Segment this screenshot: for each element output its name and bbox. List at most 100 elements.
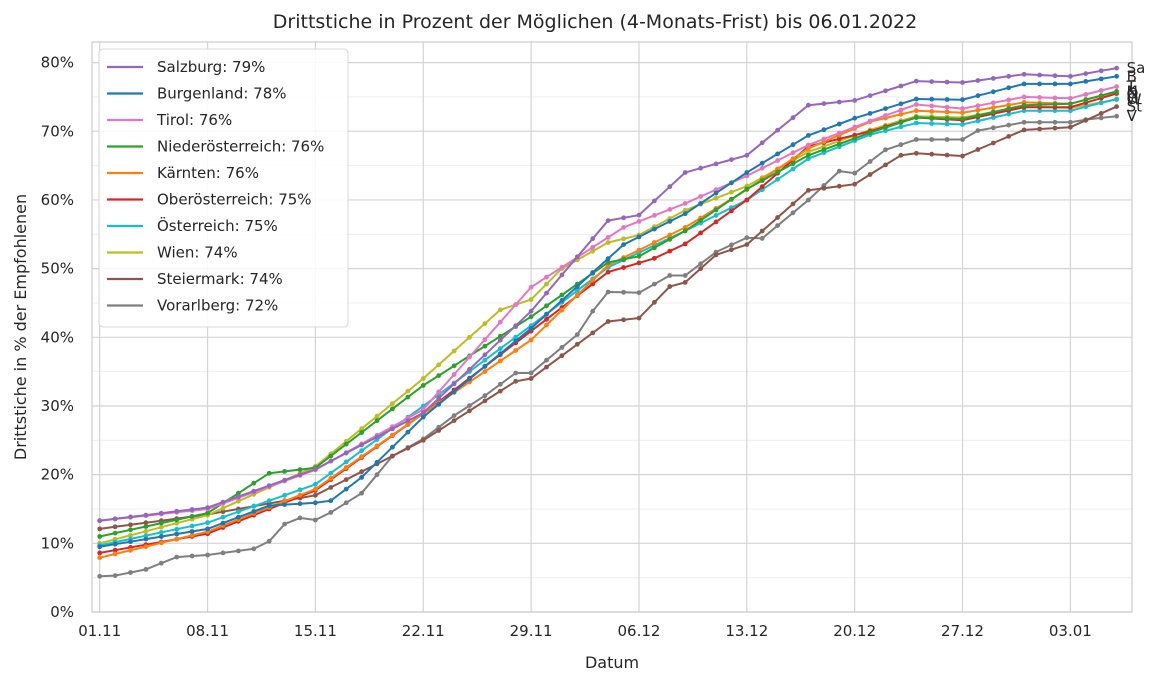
data-point xyxy=(513,370,519,376)
data-point xyxy=(497,351,503,357)
legend: Salzburg: 79% Burgenland: 78% Tirol: 76% Ni… xyxy=(98,48,349,328)
data-point xyxy=(513,302,519,307)
data-point xyxy=(559,353,565,359)
data-point xyxy=(913,150,919,156)
data-point xyxy=(744,235,750,241)
data-point xyxy=(1052,108,1058,114)
data-point xyxy=(1021,119,1027,125)
data-point xyxy=(436,373,442,378)
data-point xyxy=(806,142,811,148)
data-point xyxy=(713,252,719,258)
data-point xyxy=(775,215,780,220)
data-point xyxy=(405,421,411,427)
data-point xyxy=(297,467,303,472)
data-point xyxy=(189,514,195,519)
data-point xyxy=(420,383,426,388)
data-point xyxy=(220,514,226,520)
end-label: W xyxy=(1127,91,1142,109)
data-point xyxy=(975,147,981,152)
data-point xyxy=(806,197,811,203)
data-point xyxy=(436,428,442,433)
data-point xyxy=(775,169,780,175)
end-label: St xyxy=(1127,98,1143,116)
data-point xyxy=(143,536,149,542)
data-point xyxy=(128,539,133,545)
data-point xyxy=(97,526,103,532)
data-point xyxy=(420,376,426,381)
data-point xyxy=(544,322,549,328)
data-point xyxy=(405,445,411,451)
data-point xyxy=(143,544,149,549)
data-point xyxy=(544,303,549,309)
data-point xyxy=(343,486,349,492)
data-point xyxy=(544,274,549,280)
data-point xyxy=(975,103,981,109)
data-point xyxy=(990,105,996,110)
data-point xyxy=(143,533,149,539)
data-point xyxy=(713,207,719,213)
data-point xyxy=(1098,76,1104,82)
data-point xyxy=(559,292,565,298)
data-point xyxy=(513,378,519,384)
data-point xyxy=(158,520,164,526)
data-point xyxy=(790,201,796,207)
data-point xyxy=(236,548,241,554)
data-point xyxy=(1021,94,1027,100)
data-point xyxy=(1114,104,1119,109)
data-point xyxy=(759,178,765,184)
data-point xyxy=(744,242,750,248)
data-point xyxy=(143,512,149,518)
data-point xyxy=(97,518,103,524)
legend-entry: Burgenland: 78% xyxy=(157,85,287,103)
data-point xyxy=(990,89,996,95)
data-point xyxy=(236,490,241,496)
data-point xyxy=(605,256,611,261)
data-point xyxy=(1006,111,1012,117)
data-point xyxy=(158,524,164,530)
data-point xyxy=(821,101,827,106)
data-point xyxy=(574,284,580,289)
data-point xyxy=(1114,65,1119,71)
x-tick-label: 15.11 xyxy=(294,622,337,640)
data-point xyxy=(359,426,364,432)
data-point xyxy=(929,137,935,142)
data-point xyxy=(1068,119,1073,125)
data-point xyxy=(1021,102,1027,108)
data-point xyxy=(898,120,904,125)
data-point xyxy=(451,389,457,395)
data-point xyxy=(652,240,657,245)
data-point xyxy=(990,109,996,115)
data-point xyxy=(806,156,811,162)
data-point xyxy=(1052,119,1058,125)
data-point xyxy=(667,284,673,289)
data-point xyxy=(390,444,395,450)
data-point xyxy=(1037,95,1042,100)
data-point xyxy=(1052,95,1058,101)
data-point xyxy=(713,219,719,225)
data-point xyxy=(1052,81,1058,87)
data-point xyxy=(1052,125,1058,131)
data-point xyxy=(97,550,103,556)
data-point xyxy=(1021,108,1027,114)
y-tick-label: 0% xyxy=(50,603,74,621)
data-point xyxy=(821,136,827,142)
data-point xyxy=(1006,85,1012,91)
data-point xyxy=(682,280,688,285)
data-point xyxy=(112,551,118,557)
data-point xyxy=(359,442,364,448)
data-point xyxy=(852,98,858,103)
data-point xyxy=(1068,108,1073,114)
data-point xyxy=(451,381,457,387)
data-point xyxy=(189,523,195,529)
data-point xyxy=(128,547,133,553)
data-point xyxy=(451,348,457,354)
data-point xyxy=(913,115,919,120)
data-point xyxy=(790,210,796,216)
data-point xyxy=(143,567,149,572)
data-point xyxy=(636,234,642,240)
data-point xyxy=(852,135,858,141)
data-point xyxy=(759,236,765,241)
data-point xyxy=(266,470,272,476)
data-point xyxy=(975,118,981,124)
